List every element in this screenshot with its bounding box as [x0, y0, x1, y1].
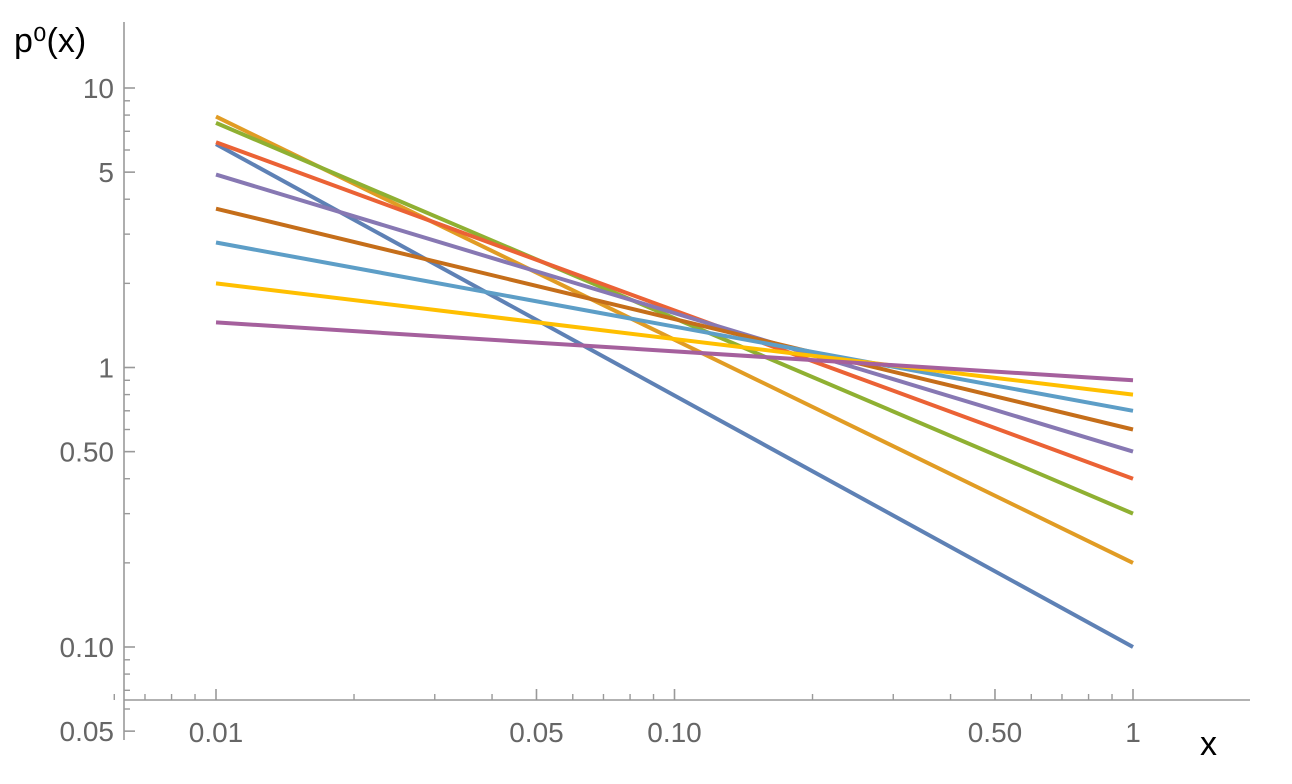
series-line-4: [215, 140, 1134, 481]
y-tick-label: 0.10: [60, 632, 115, 663]
labels: p⁰(x) x: [14, 22, 1217, 763]
series-line-9: [215, 320, 1134, 383]
y-tick-label: 1: [98, 353, 114, 384]
series-layer: [215, 114, 1134, 649]
y-tick-label: 5: [98, 157, 114, 188]
series-line-1: [215, 142, 1134, 649]
y-tick-label: 0.05: [60, 716, 115, 747]
x-tick-label: 0.01: [189, 717, 244, 748]
x-tick-label: 1: [1125, 717, 1141, 748]
x-tick-label: 0.05: [509, 717, 564, 748]
y-tick-label: 10: [83, 73, 114, 104]
y-tick-label: 0.50: [60, 437, 115, 468]
series-line-8: [215, 281, 1134, 397]
axes: 0.01 0.05 0.10 0.50 1 0.05 0.10 0.50 1 5 10: [60, 22, 1250, 748]
series-line-5: [215, 172, 1134, 454]
series-line-7: [215, 240, 1134, 413]
y-axis-title: p⁰(x): [14, 22, 86, 60]
series-line-6: [215, 206, 1134, 432]
x-axis-title: x: [1200, 725, 1217, 763]
x-tick-label: 0.50: [968, 717, 1023, 748]
x-tick-label: 0.10: [647, 717, 702, 748]
